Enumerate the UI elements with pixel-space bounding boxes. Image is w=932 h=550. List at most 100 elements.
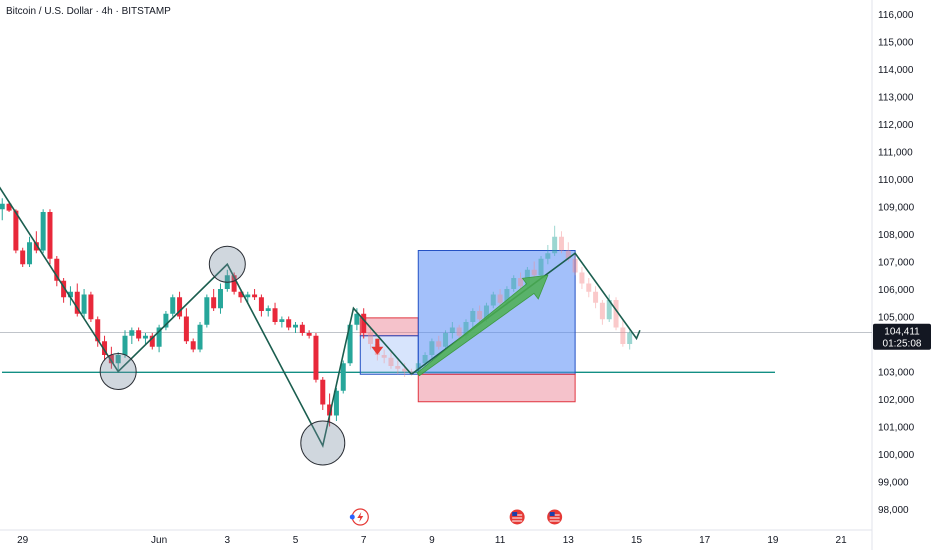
candle-body <box>183 316 189 342</box>
candle-body <box>95 319 101 342</box>
y-tick-label: 112,000 <box>878 120 914 131</box>
flag-canton <box>512 512 518 516</box>
red-zone-lower <box>417 373 576 403</box>
y-tick-label: 115,000 <box>878 38 914 49</box>
candle-body <box>13 210 19 251</box>
candle-body <box>347 324 353 364</box>
candle-body <box>415 363 421 373</box>
candle-body <box>279 319 285 322</box>
candle-body <box>306 333 312 336</box>
candle-body <box>6 203 12 211</box>
x-tick-label: 13 <box>563 535 575 546</box>
candle-body <box>122 335 128 355</box>
candle-body <box>558 236 564 251</box>
candle-body <box>197 324 203 350</box>
candle-body <box>579 272 585 284</box>
candle-body <box>252 294 258 298</box>
candle-body <box>286 319 292 328</box>
candle-body <box>470 311 476 322</box>
candle-body <box>613 300 619 328</box>
candle-body <box>320 379 326 405</box>
candle-body <box>354 313 360 325</box>
historical-candles <box>0 198 367 427</box>
candle-body <box>429 341 435 355</box>
candle-body <box>238 291 244 298</box>
candle-body <box>293 324 298 328</box>
x-tick-label: 3 <box>225 535 231 546</box>
candle-body <box>313 335 319 380</box>
candle-body <box>149 335 155 347</box>
candle-body <box>565 250 571 259</box>
candle-body <box>477 311 483 320</box>
candle-body <box>33 242 39 251</box>
y-tick-label: 108,000 <box>878 230 915 241</box>
y-tick-label: 100,000 <box>878 450 915 461</box>
y-tick-label: 102,000 <box>878 395 915 406</box>
candle-body <box>511 278 517 289</box>
candle-body <box>272 308 278 322</box>
candle-body <box>381 355 387 358</box>
candle-body <box>245 294 251 298</box>
candle-body <box>606 300 612 320</box>
y-tick-label: 101,000 <box>878 423 915 434</box>
candle-body <box>170 297 176 314</box>
x-tick-label: 11 <box>495 535 506 546</box>
candle-body <box>81 294 87 314</box>
candle-body <box>388 357 394 366</box>
candle-body <box>368 333 374 344</box>
current-price-tag <box>873 323 931 350</box>
candle-body <box>593 291 599 303</box>
candle-body <box>422 355 428 364</box>
lightning-glyph <box>357 512 364 522</box>
candle-body <box>61 280 67 298</box>
candle-body <box>627 332 633 344</box>
countdown-label: 01:25:08 <box>883 339 922 350</box>
candle-body <box>518 278 524 287</box>
y-tick-label: 99,000 <box>878 478 909 489</box>
candle-body <box>136 330 142 339</box>
candle-body <box>156 327 162 347</box>
candle-body <box>0 203 5 210</box>
candle-body <box>436 341 442 347</box>
candle-body <box>333 390 339 416</box>
x-tick-label: 5 <box>293 535 299 546</box>
y-tick-label: 111,000 <box>878 148 913 159</box>
candle-body <box>163 313 169 328</box>
y-tick-label: 107,000 <box>878 258 915 269</box>
candle-body <box>231 275 237 292</box>
y-tick-label: 114,000 <box>878 65 914 76</box>
green-projection-arrow <box>416 274 549 377</box>
candle-body <box>54 258 60 281</box>
candle-body <box>552 236 558 254</box>
candle-body <box>340 363 346 391</box>
candle-body <box>20 250 26 265</box>
candle-body <box>108 355 114 364</box>
candle-body <box>142 335 148 339</box>
candle-body <box>27 242 33 265</box>
y-tick-label: 110,000 <box>878 175 914 186</box>
y-tick-label: 109,000 <box>878 203 915 214</box>
y-tick-label: 105,000 <box>878 313 915 324</box>
candle-body <box>599 302 605 320</box>
candle-body <box>190 341 196 350</box>
candle-body <box>620 327 626 344</box>
candle-body <box>40 212 46 251</box>
candle-body <box>217 289 223 309</box>
candle-body <box>538 258 544 276</box>
candle-body <box>129 330 135 336</box>
candle-body <box>490 294 496 306</box>
candle-body <box>74 291 80 314</box>
candle-body <box>408 371 414 373</box>
candle-body <box>265 308 271 311</box>
pivot-circle <box>300 420 346 466</box>
candle-body <box>586 283 592 292</box>
candle-body <box>47 212 53 259</box>
candle-body <box>299 324 305 333</box>
current-price-label: 104,411 <box>884 327 920 338</box>
red-down-arrow <box>371 338 384 355</box>
candle-body <box>395 366 401 369</box>
candle-body <box>258 297 264 311</box>
candle-body <box>177 297 183 317</box>
